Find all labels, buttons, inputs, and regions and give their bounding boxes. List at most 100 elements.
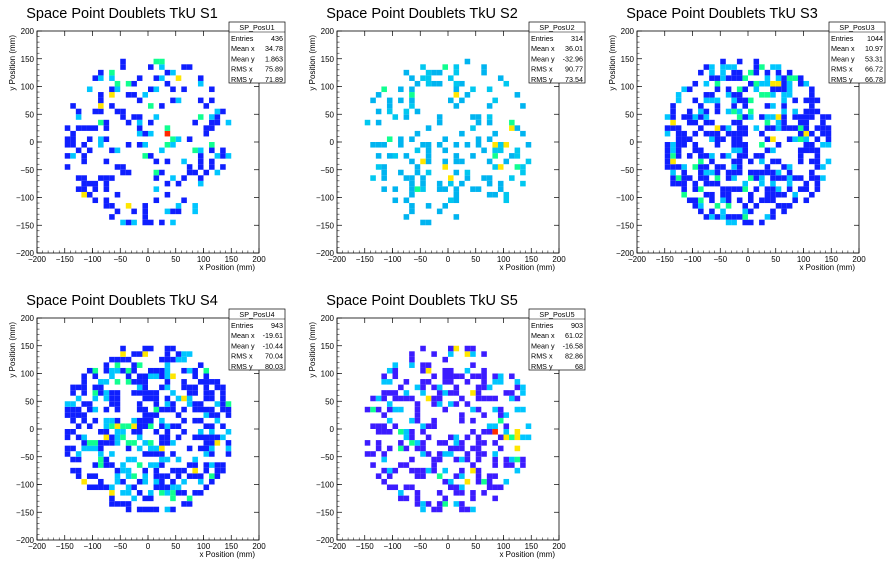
x-tick-label: 150: [525, 255, 539, 264]
heatmap-bin: [736, 58, 743, 65]
heatmap-bin: [75, 467, 82, 474]
heatmap-bin: [375, 119, 382, 126]
heatmap-bin: [425, 169, 432, 176]
heatmap-bin: [470, 351, 476, 357]
heatmap-bin: [214, 473, 221, 479]
stats-value: 90.77: [565, 65, 583, 74]
stats-histogram-name: SP_PosU4: [239, 310, 274, 319]
heatmap-bin: [453, 103, 460, 109]
heatmap-bin: [220, 462, 226, 468]
heatmap-bin: [153, 401, 160, 407]
heatmap-bin: [98, 440, 104, 446]
heatmap-bin: [225, 412, 232, 418]
heatmap-bin: [164, 362, 171, 368]
heatmap-bin: [203, 395, 210, 402]
heatmap-bin: [453, 186, 460, 192]
heatmap-bin: [370, 142, 376, 148]
heatmap-bin: [381, 456, 387, 463]
heatmap-bin: [475, 473, 482, 479]
heatmap-bin: [503, 412, 510, 418]
heatmap-bin: [764, 125, 771, 131]
heatmap-bin: [481, 395, 487, 402]
heatmap-bin: [703, 153, 710, 159]
heatmap-bin: [109, 490, 115, 496]
heatmap-bin: [136, 384, 143, 391]
heatmap-bin: [64, 412, 71, 418]
heatmap-bin: [448, 390, 454, 396]
heatmap-bin: [164, 356, 171, 363]
heatmap-bin: [131, 473, 137, 479]
heatmap-bin: [148, 423, 154, 429]
heatmap-bin: [748, 197, 754, 204]
heatmap-bin: [442, 203, 448, 209]
heatmap-bin: [681, 175, 687, 181]
heatmap-bin: [214, 108, 221, 115]
heatmap-bin: [409, 434, 415, 441]
heatmap-bin: [142, 92, 148, 98]
x-tick-label: −100: [83, 542, 102, 551]
heatmap-bin: [497, 484, 504, 491]
heatmap-bin: [436, 69, 443, 76]
heatmap-bin: [409, 362, 415, 368]
heatmap-bin: [153, 58, 160, 65]
heatmap-bin: [170, 373, 176, 380]
heatmap-bin: [825, 142, 832, 148]
y-axis-label: y Position (mm): [608, 35, 617, 91]
heatmap-bin: [731, 175, 737, 181]
heatmap-bin: [509, 175, 515, 181]
heatmap-bin: [809, 142, 815, 148]
heatmap-bin: [753, 64, 760, 70]
heatmap-bin: [686, 197, 693, 204]
heatmap-bin: [725, 125, 732, 131]
heatmap-bin: [220, 401, 226, 407]
heatmap-bin: [164, 406, 171, 413]
heatmap-bin: [770, 80, 776, 87]
stats-value: -32.96: [563, 54, 583, 63]
heatmap-bin: [675, 153, 682, 159]
x-tick-label: 150: [225, 255, 239, 264]
heatmap-bin: [209, 478, 215, 485]
heatmap-bin: [142, 412, 148, 418]
heatmap-bin: [698, 108, 704, 115]
heatmap-bin: [731, 92, 737, 98]
stats-key: Entries: [831, 34, 854, 43]
heatmap-bin: [131, 440, 137, 446]
heatmap-bin: [103, 379, 110, 385]
heatmap-bin: [153, 390, 160, 396]
heatmap-bin: [436, 490, 443, 496]
x-tick-label: 200: [852, 255, 866, 264]
heatmap-bin: [64, 153, 71, 159]
heatmap-bin: [409, 97, 415, 104]
heatmap-bin: [381, 186, 387, 192]
y-axis-label: y Position (mm): [308, 322, 317, 378]
heatmap-bin: [409, 92, 415, 98]
heatmap-bin: [425, 379, 432, 385]
heatmap-bin: [736, 130, 743, 137]
heatmap-bin: [470, 506, 476, 513]
heatmap-bin: [759, 114, 765, 120]
x-tick-label: 50: [471, 255, 480, 264]
heatmap-bin: [509, 373, 515, 380]
heatmap-bin: [375, 153, 382, 159]
heatmap-bin: [409, 351, 415, 357]
heatmap-bin: [136, 362, 143, 368]
y-tick-label: −150: [316, 221, 335, 230]
heatmap-bin: [703, 92, 710, 98]
heatmap-bin: [214, 114, 221, 120]
heatmap-bin: [98, 390, 104, 396]
heatmap-bin: [186, 401, 193, 407]
heatmap-bin: [442, 440, 448, 446]
heatmap-bin: [503, 429, 510, 435]
heatmap-bin: [770, 147, 776, 154]
heatmap-bin: [114, 390, 121, 396]
stats-value: 1.863: [265, 54, 283, 63]
heatmap-bin: [431, 467, 437, 474]
heatmap-bin: [514, 153, 521, 159]
heatmap-bin: [209, 158, 215, 165]
heatmap-bin: [464, 456, 471, 463]
heatmap-bin: [64, 429, 71, 435]
heatmap-bin: [497, 406, 504, 413]
heatmap-bin: [731, 142, 737, 148]
heatmap-bin: [698, 208, 704, 215]
heatmap-bin: [148, 462, 154, 468]
